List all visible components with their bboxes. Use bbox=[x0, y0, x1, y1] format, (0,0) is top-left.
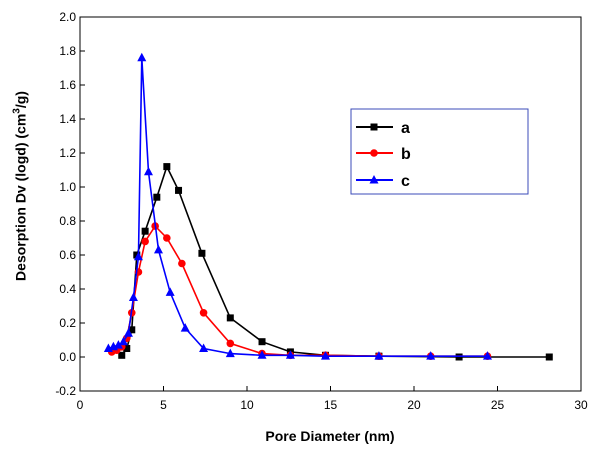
series-b-point bbox=[199, 309, 208, 317]
legend-label: c bbox=[401, 173, 410, 190]
series-b bbox=[107, 222, 492, 360]
legend-label: a bbox=[401, 120, 410, 137]
y-tick-label: 0.4 bbox=[59, 282, 76, 296]
series-a-point bbox=[258, 338, 266, 346]
x-tick-label: 30 bbox=[574, 398, 588, 412]
x-tick-label: 25 bbox=[491, 398, 505, 412]
series-c-point bbox=[285, 350, 295, 359]
x-tick-label: 5 bbox=[160, 398, 167, 412]
series-b-point bbox=[226, 339, 235, 348]
x-tick-label: 20 bbox=[407, 398, 421, 412]
series-c-point bbox=[153, 244, 163, 254]
legend-marker-b bbox=[370, 149, 378, 157]
series-a-point bbox=[163, 163, 171, 171]
series-a-point bbox=[118, 351, 126, 359]
x-tick-label: 15 bbox=[324, 398, 338, 412]
series-c-point bbox=[482, 351, 492, 360]
y-tick-label: 2.0 bbox=[59, 10, 76, 24]
series-b-point bbox=[141, 237, 149, 246]
legend-item-a: a bbox=[356, 120, 410, 137]
series-a-point bbox=[128, 326, 136, 334]
series-c-point bbox=[133, 251, 143, 261]
y-axis-title-main: Desorption Dv (logd) (cm bbox=[12, 113, 29, 281]
series-c-point bbox=[225, 348, 235, 358]
series-b-line bbox=[111, 224, 488, 357]
series-a-point bbox=[455, 353, 463, 361]
series-a-point bbox=[123, 345, 131, 352]
x-axis-title: Pore Diameter (nm) bbox=[265, 428, 394, 444]
series-a-point bbox=[198, 249, 206, 257]
series-a-point bbox=[226, 314, 234, 322]
legend-item-c: c bbox=[356, 173, 410, 190]
x-tick-label: 0 bbox=[77, 398, 84, 412]
series-c-point bbox=[137, 52, 147, 62]
series-c-point bbox=[374, 351, 384, 360]
legend-label: b bbox=[401, 146, 411, 163]
legend-item-b: b bbox=[356, 146, 411, 163]
series-c-point bbox=[320, 351, 330, 360]
y-axis-title-end: /g) bbox=[12, 91, 29, 109]
y-tick-label: 0.0 bbox=[59, 350, 76, 364]
y-tick-label: 1.6 bbox=[59, 78, 76, 92]
y-tick-label: 1.2 bbox=[59, 146, 76, 160]
legend-marker-c bbox=[369, 175, 379, 184]
series-c-line bbox=[108, 57, 488, 357]
y-tick-label: -0.2 bbox=[55, 384, 76, 398]
series-c-point bbox=[257, 350, 267, 359]
y-tick-label: 0.6 bbox=[59, 248, 76, 262]
series-a-point bbox=[153, 193, 161, 201]
series-b-point bbox=[178, 259, 186, 268]
series-a-point bbox=[545, 353, 553, 361]
axis-ticks: 0 5 10 15 20 25 30 -0.2 0.0 0.2 0.4 0.6 0.8 1.0 1.2 1.4… bbox=[55, 10, 588, 412]
y-tick-label: 1.4 bbox=[59, 112, 76, 126]
legend-marker-a bbox=[370, 123, 378, 131]
series-c-point bbox=[199, 343, 209, 352]
legend: abc bbox=[350, 108, 529, 195]
x-tick-label: 10 bbox=[240, 398, 254, 412]
series-c-point bbox=[426, 351, 436, 360]
legend-box bbox=[350, 108, 529, 195]
series-c-point bbox=[128, 292, 138, 301]
y-tick-label: 1.8 bbox=[59, 44, 76, 58]
series-a-point bbox=[141, 227, 149, 235]
series-a-point bbox=[175, 186, 183, 194]
y-axis-title-sup: 3 bbox=[11, 108, 23, 114]
series-c-point bbox=[118, 336, 128, 346]
series-c-point bbox=[143, 166, 153, 176]
series-c-point bbox=[113, 340, 123, 349]
y-tick-label: 1.0 bbox=[59, 180, 76, 194]
y-tick-label: 0.2 bbox=[59, 316, 76, 330]
series-c bbox=[103, 52, 492, 360]
y-tick-label: 0.8 bbox=[59, 214, 76, 228]
series-c-point bbox=[180, 323, 190, 332]
series-c-point bbox=[123, 328, 133, 337]
series-b-point bbox=[163, 234, 171, 242]
series-layer bbox=[103, 52, 553, 361]
series-c-point bbox=[165, 287, 175, 296]
